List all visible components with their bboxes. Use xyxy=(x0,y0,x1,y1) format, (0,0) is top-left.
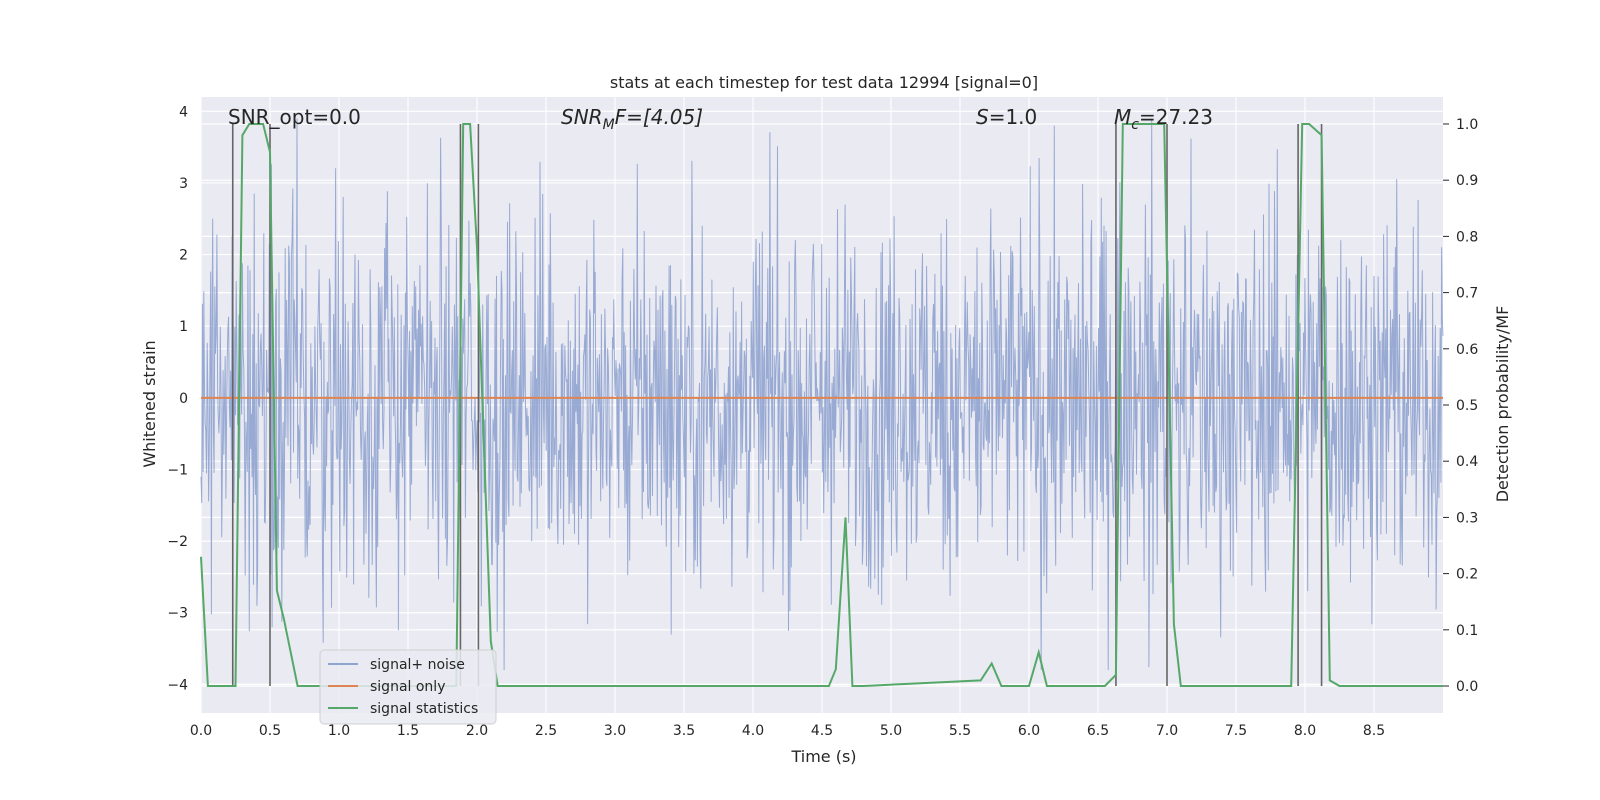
y-left-tick-label: −2 xyxy=(167,534,188,550)
annotation-mc: Mc=27.23 xyxy=(1114,105,1213,133)
y-left-axis-ticks: −4 −3 −2 −1 0 1 2 3 4 xyxy=(167,104,188,693)
annotation-s: S=1.0 xyxy=(976,105,1037,129)
x-tick-label: 2.5 xyxy=(535,723,557,739)
x-axis-label: Time (s) xyxy=(790,747,856,766)
x-tick-label: 8.5 xyxy=(1363,723,1385,739)
y-right-tick-label: 0.2 xyxy=(1456,567,1478,583)
chart-title: stats at each timestep for test data 129… xyxy=(610,73,1038,92)
y-right-tick-label: 0.6 xyxy=(1456,342,1478,358)
y-left-tick-label: 1 xyxy=(179,319,188,335)
series-signal-noise xyxy=(200,118,1444,671)
y-left-tick-label: −3 xyxy=(167,606,188,622)
y-right-tick-label: 0.3 xyxy=(1456,510,1478,526)
y-left-tick-label: 4 xyxy=(179,104,188,120)
y-right-tick-label: 0.5 xyxy=(1456,398,1478,414)
legend-label-signal-statistics: signal statistics xyxy=(370,701,478,717)
y-left-tick-label: 0 xyxy=(179,391,188,407)
y-right-tick-label: 0.0 xyxy=(1456,679,1478,695)
y-left-tick-label: −4 xyxy=(167,677,188,693)
x-tick-label: 0.0 xyxy=(190,723,212,739)
y-left-axis-label: Whitened strain xyxy=(140,340,159,467)
vertical-markers xyxy=(231,123,1323,687)
x-tick-label: 5.0 xyxy=(880,723,902,739)
y-right-tick-label: 1.0 xyxy=(1456,117,1478,133)
y-right-axis-ticks: 0.0 0.1 0.2 0.3 0.4 0.5 0.6 0.7 0.8 0.9 1.0 xyxy=(1443,117,1478,695)
x-tick-label: 8.0 xyxy=(1294,723,1316,739)
x-axis-ticks: 0.0 0.5 1.0 1.5 2.0 2.5 3.0 3.5 4.0 4.5 5.0 5.5 6.0 6… xyxy=(190,723,1385,739)
x-tick-label: 6.5 xyxy=(1087,723,1109,739)
series-signal-statistics xyxy=(200,123,1443,687)
x-tick-label: 2.0 xyxy=(466,723,488,739)
x-tick-label: 6.0 xyxy=(1018,723,1040,739)
legend-label-signal-only: signal only xyxy=(370,679,445,695)
x-tick-label: 5.5 xyxy=(949,723,971,739)
y-right-tick-label: 0.1 xyxy=(1456,623,1478,639)
x-tick-label: 7.5 xyxy=(1225,723,1247,739)
x-tick-label: 1.5 xyxy=(397,723,419,739)
legend-label-signal-noise: signal+ noise xyxy=(370,657,465,673)
x-tick-label: 7.0 xyxy=(1156,723,1178,739)
y-left-tick-label: 2 xyxy=(179,248,188,264)
x-tick-label: 3.0 xyxy=(604,723,626,739)
y-right-tick-label: 0.8 xyxy=(1456,229,1478,245)
y-left-tick-label: 3 xyxy=(179,176,188,192)
x-tick-label: 0.5 xyxy=(259,723,281,739)
y-right-axis-label: Detection probability/MF xyxy=(1493,306,1512,503)
legend: signal+ noise signal only signal statist… xyxy=(319,649,497,725)
noise-trace xyxy=(200,118,1444,671)
y-right-tick-label: 0.9 xyxy=(1456,173,1478,189)
y-left-tick-label: −1 xyxy=(167,462,188,478)
x-tick-label: 1.0 xyxy=(328,723,350,739)
x-tick-label: 4.0 xyxy=(742,723,764,739)
annotation-snr-opt: SNR_opt=0.0 xyxy=(228,105,361,129)
x-tick-label: 4.5 xyxy=(811,723,833,739)
y-right-tick-label: 0.7 xyxy=(1456,286,1478,302)
x-tick-label: 3.5 xyxy=(673,723,695,739)
y-right-tick-label: 0.4 xyxy=(1456,454,1478,470)
annotation-snr-mf: SNRMF=[4.05] xyxy=(561,105,703,133)
